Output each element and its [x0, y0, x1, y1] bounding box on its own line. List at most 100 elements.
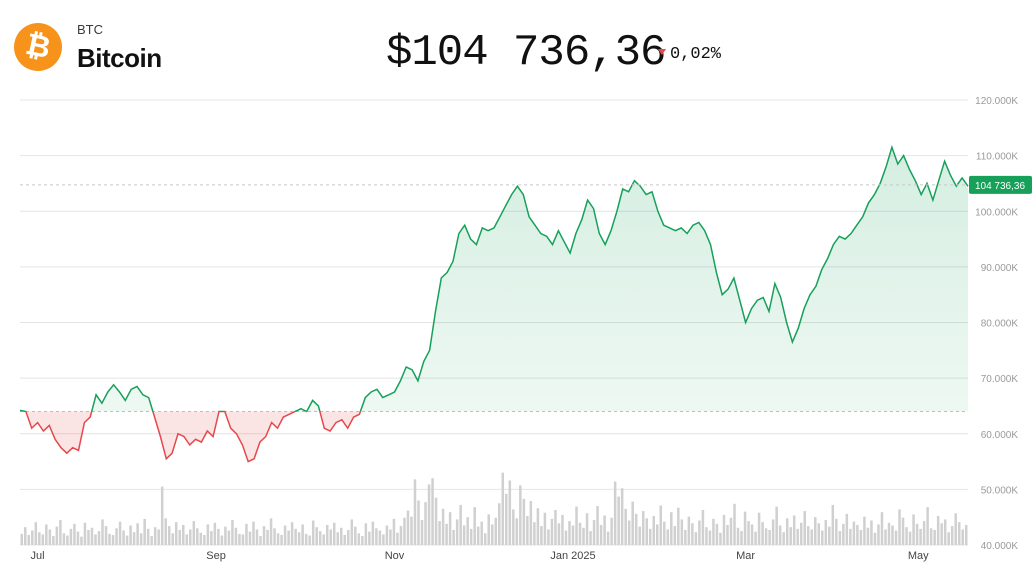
volume-bar [301, 524, 304, 545]
volume-bar [129, 525, 132, 545]
volume-bar [55, 526, 59, 545]
x-tick-label: Sep [206, 550, 226, 562]
volume-bar [259, 536, 262, 545]
volume-bar [606, 531, 610, 545]
volume-bar [420, 519, 424, 545]
volume-bar [227, 530, 231, 545]
volume-bar [771, 519, 775, 545]
volume-bar [838, 531, 842, 545]
volume-bar [45, 524, 48, 545]
price-line-down [21, 411, 362, 463]
volume-bar [631, 501, 634, 545]
volume-bar [898, 509, 901, 545]
volume-bar [508, 480, 512, 545]
volume-bar [540, 526, 543, 545]
volume-bar [712, 518, 715, 545]
volume-bar [143, 518, 146, 545]
volume-bar [157, 529, 160, 545]
volume-bar [410, 516, 413, 545]
volume-bar [399, 526, 403, 545]
volume-bar [708, 530, 712, 545]
volume-bar [361, 536, 364, 545]
volume-bar [122, 530, 125, 545]
volume-bar [684, 529, 687, 545]
volume-bar [880, 512, 884, 545]
volume-bar [943, 519, 947, 545]
volume-bar [687, 516, 691, 545]
volume-bar [691, 523, 694, 545]
price-line-up [19, 144, 969, 412]
volume-bar [515, 518, 519, 545]
volume-bar [150, 536, 153, 545]
y-axis: 120.000K 110.000K 100.000K 90.000K 80.000K 70… [975, 96, 1018, 552]
volume-bar [673, 526, 677, 545]
asset-ticker: BTC [77, 22, 103, 37]
volume-bar [785, 518, 789, 545]
volume-bar [831, 504, 835, 545]
volume-bar [31, 530, 34, 545]
volume-bar [789, 527, 792, 545]
volume-bar [733, 503, 736, 545]
volume-bar [757, 512, 761, 545]
volume-bar [182, 524, 185, 545]
price-lines [19, 144, 969, 463]
volume-bar [740, 531, 743, 545]
volume-bar [536, 508, 540, 545]
volume-bar [613, 481, 617, 545]
volume-bar [87, 529, 90, 545]
volume-bar [561, 514, 564, 545]
volume-bar [610, 517, 613, 545]
volume-bar [24, 527, 27, 545]
volume-bar [38, 532, 41, 545]
volume-bar [663, 521, 666, 545]
volume-bar [950, 526, 954, 545]
volume-bar [957, 522, 961, 545]
volume-bar [357, 533, 361, 545]
volume-bar [164, 518, 167, 545]
volume-bar [641, 511, 645, 545]
volume-bar [389, 529, 392, 545]
volume-bar [933, 529, 936, 545]
volume-bar [174, 522, 178, 545]
volume-bar [929, 528, 933, 545]
volume-bar [382, 534, 385, 545]
volume-bar [203, 534, 206, 545]
volume-bar [575, 506, 578, 545]
volume-bar [41, 534, 45, 545]
volume-bar [884, 529, 887, 545]
volume-bar [866, 527, 870, 545]
volume-bar [231, 519, 234, 545]
volume-bar [638, 526, 641, 545]
x-tick-label: Mar [736, 550, 755, 562]
volume-bar [680, 519, 684, 545]
volume-bar [167, 526, 171, 545]
volume-bar [297, 532, 301, 545]
volume-bar [964, 524, 968, 545]
volume-bar [213, 522, 217, 545]
volume-bar [276, 533, 280, 545]
volume-bar [810, 529, 814, 545]
volume-bar [592, 519, 596, 545]
volume-bar [266, 529, 269, 545]
volume-bar [80, 536, 83, 545]
volume-bar [887, 522, 891, 545]
volume-bar [90, 527, 94, 545]
volume-bar [196, 528, 199, 545]
current-price-badge [969, 175, 1032, 194]
volume-bar [487, 514, 490, 545]
volume-bar [66, 535, 69, 545]
x-tick-label: Jan 2025 [550, 550, 595, 562]
down-triangle-icon [658, 49, 666, 56]
volume-bar [378, 530, 382, 545]
volume-bar [108, 533, 111, 545]
volume-bar [290, 522, 294, 545]
volume-bar [705, 527, 708, 545]
volume-bar [27, 534, 31, 545]
volume-bar [666, 529, 670, 545]
volume-bar [385, 525, 389, 545]
volume-bar [736, 527, 740, 545]
volume-bar [283, 525, 287, 545]
volume-bar [824, 519, 828, 545]
volume-bar [694, 532, 698, 545]
